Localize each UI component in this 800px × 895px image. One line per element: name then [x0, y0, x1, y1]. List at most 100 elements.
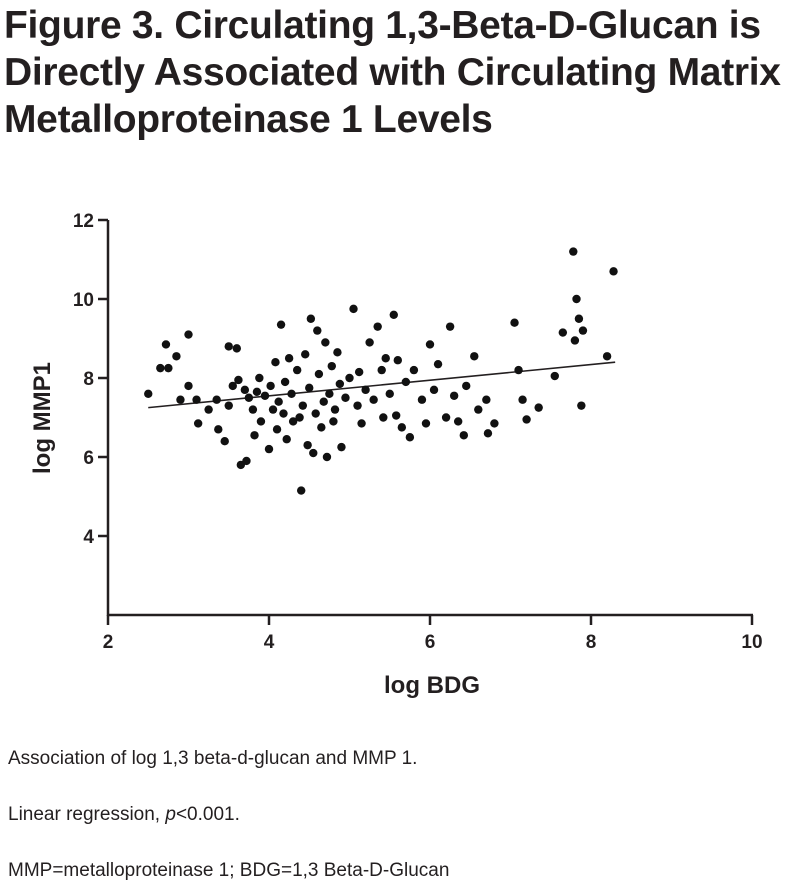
data-point — [301, 350, 310, 359]
x-tick-label: 8 — [586, 632, 597, 653]
data-point — [272, 425, 282, 434]
figure-title-line-1: Figure 3. Circulating 1,3-Beta-D-Glucan … — [4, 4, 761, 47]
data-point — [534, 403, 543, 412]
data-point — [337, 442, 346, 452]
data-point — [441, 413, 451, 422]
data-point — [224, 342, 233, 351]
data-point — [306, 314, 316, 323]
data-point — [234, 375, 243, 385]
data-point — [385, 389, 394, 398]
data-point — [284, 354, 294, 363]
data-point — [445, 322, 455, 331]
caption-p-symbol: p — [165, 804, 176, 825]
data-point — [311, 409, 320, 418]
data-point — [569, 247, 578, 256]
x-tick-label: 10 — [741, 632, 762, 653]
data-point — [433, 359, 443, 369]
data-point — [322, 452, 332, 462]
data-point — [357, 419, 366, 428]
data-point — [248, 405, 258, 414]
figure-title-line-3: Metalloproteinase 1 Levels — [4, 98, 493, 141]
data-point — [550, 371, 559, 381]
data-point — [341, 393, 350, 402]
data-point — [192, 395, 201, 404]
caption-abbreviations: MMP=metalloproteinase 1; BDG=1,3 Beta-D-… — [8, 860, 450, 881]
caption-regression-prefix: Linear regression, — [8, 804, 166, 825]
data-point — [462, 381, 471, 391]
figure-title-line-2: Directly Associated with Circulating Mat… — [4, 51, 781, 94]
x-tick-label: 6 — [425, 632, 436, 653]
data-point — [482, 395, 491, 404]
data-point — [274, 397, 283, 406]
data-point — [417, 395, 427, 404]
data-point — [510, 318, 519, 327]
data-point — [282, 435, 291, 444]
data-point — [397, 423, 407, 432]
caption-association: Association of log 1,3 beta-d-glucan and… — [8, 748, 418, 769]
data-point — [288, 417, 298, 426]
data-point — [329, 417, 338, 426]
data-point — [373, 322, 382, 331]
regression-line-group — [148, 361, 616, 409]
data-point — [271, 358, 280, 367]
data-point — [518, 395, 527, 404]
data-point — [490, 419, 499, 428]
data-point — [325, 389, 334, 398]
data-point — [256, 417, 266, 426]
data-point — [268, 405, 278, 414]
y-tick-label: 12 — [73, 211, 94, 232]
data-point — [421, 419, 431, 428]
data-point — [313, 326, 322, 335]
data-point — [305, 383, 314, 393]
data-point — [184, 330, 193, 339]
data-point — [401, 377, 411, 387]
data-point — [144, 389, 153, 398]
data-point — [483, 429, 493, 438]
data-point — [558, 328, 568, 337]
data-point — [425, 340, 435, 349]
data-point — [353, 401, 362, 410]
data-point — [164, 363, 173, 373]
scatter-chart: 2 4 6 8 10 4 6 8 10 12 log BDG log MMP1 — [29, 211, 763, 699]
data-point — [298, 401, 308, 410]
data-point — [260, 391, 270, 400]
data-point — [429, 385, 439, 395]
data-point — [609, 267, 618, 276]
data-point — [570, 336, 580, 345]
data-point — [228, 381, 237, 391]
figure-title: Figure 3. Circulating 1,3-Beta-D-Glucan … — [4, 2, 796, 143]
data-point — [522, 415, 531, 424]
caption-regression-suffix: <0.001. — [175, 804, 240, 825]
data-point — [577, 401, 586, 410]
caption-regression: Linear regression, p<0.001. — [8, 804, 240, 826]
data-point — [602, 352, 612, 361]
data-point — [333, 348, 342, 357]
data-points — [144, 247, 618, 495]
data-point — [279, 409, 288, 418]
data-point — [309, 448, 318, 458]
data-point — [349, 304, 358, 314]
data-point — [389, 310, 398, 319]
data-point — [255, 373, 264, 383]
data-point — [252, 387, 262, 397]
data-point — [224, 401, 233, 410]
data-point — [244, 393, 254, 402]
data-point — [156, 363, 165, 373]
data-point — [250, 431, 259, 440]
x-tick-label: 4 — [264, 632, 275, 653]
x-axis-label: log BDG — [384, 672, 480, 699]
data-point — [240, 385, 250, 395]
data-point — [405, 433, 415, 442]
data-point — [578, 326, 588, 335]
data-point — [514, 365, 523, 375]
data-point — [204, 405, 213, 414]
data-point — [474, 405, 483, 414]
data-point — [369, 395, 378, 404]
data-point — [470, 352, 479, 361]
data-point — [314, 369, 324, 379]
data-point — [409, 365, 419, 375]
data-point — [377, 365, 386, 375]
data-point — [280, 377, 290, 387]
data-point — [379, 413, 388, 422]
y-tick-label: 6 — [83, 448, 94, 469]
